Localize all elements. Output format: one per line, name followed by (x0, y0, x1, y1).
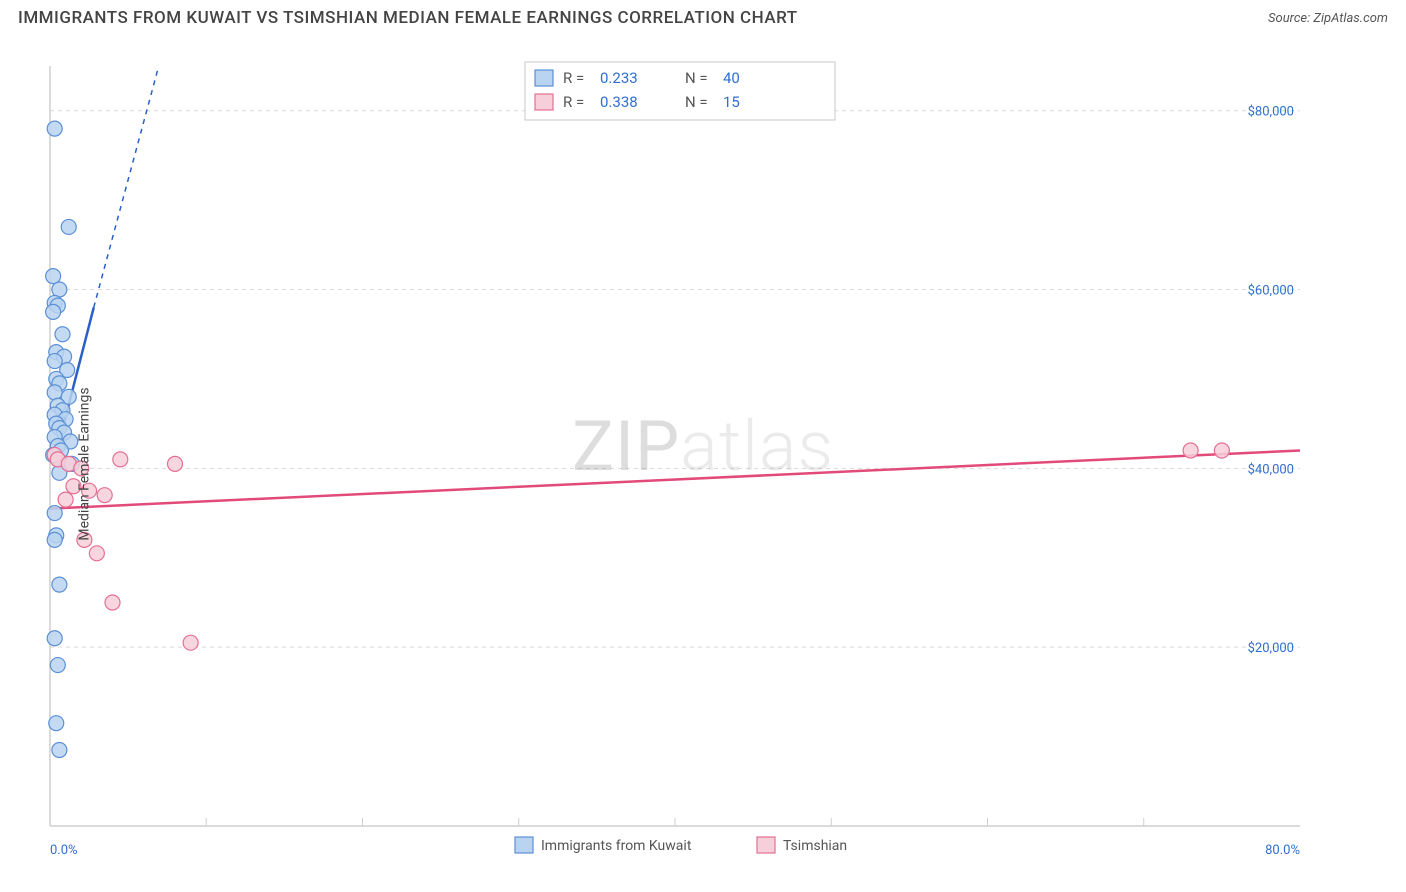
svg-text:N =: N = (685, 69, 708, 87)
svg-text:R =: R = (563, 93, 584, 111)
svg-text:$40,000: $40,000 (1248, 462, 1294, 477)
svg-text:Immigrants from Kuwait: Immigrants from Kuwait (541, 838, 692, 854)
svg-text:$80,000: $80,000 (1248, 105, 1294, 120)
chart-title: IMMIGRANTS FROM KUWAIT VS TSIMSHIAN MEDI… (18, 8, 798, 28)
svg-text:R =: R = (563, 69, 584, 87)
chart-area: Median Female Earnings $20,000 $40,000 $60… (0, 36, 1406, 892)
y-axis-label: Median Female Earnings (77, 387, 93, 540)
scatter-chart: $20,000 $40,000 $60,000 $80,000 0.0% 80.0% R =… (0, 36, 1406, 892)
svg-text:Tsimshian: Tsimshian (783, 838, 847, 854)
svg-text:0.233: 0.233 (600, 69, 638, 87)
svg-text:80.0%: 80.0% (1265, 843, 1300, 858)
svg-text:0.0%: 0.0% (50, 843, 78, 858)
svg-text:$60,000: $60,000 (1248, 284, 1294, 299)
source-label: Source: ZipAtlas.com (1268, 11, 1388, 26)
svg-text:0.338: 0.338 (600, 93, 638, 111)
svg-text:40: 40 (723, 69, 740, 87)
svg-text:N =: N = (685, 93, 708, 111)
svg-text:$20,000: $20,000 (1248, 641, 1294, 656)
chart-header: IMMIGRANTS FROM KUWAIT VS TSIMSHIAN MEDI… (0, 0, 1406, 32)
svg-text:15: 15 (723, 93, 740, 111)
